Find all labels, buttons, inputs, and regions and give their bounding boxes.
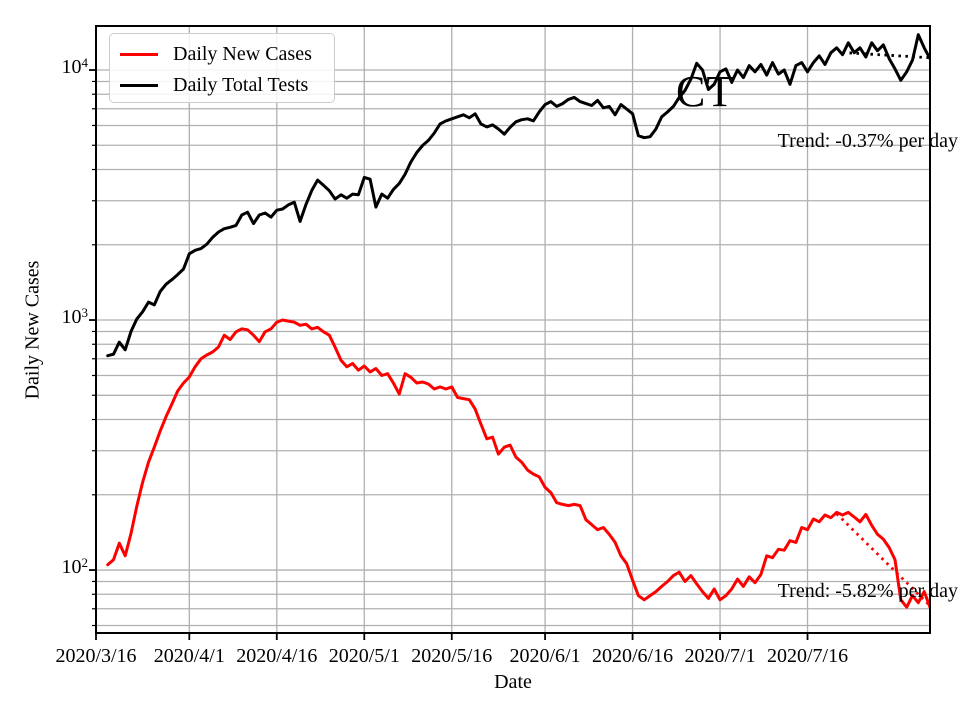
y-tick-label-10e3: 103 [61, 305, 89, 328]
y-axis-label: Daily New Cases [21, 260, 44, 400]
y-tick-base: 10 [61, 556, 82, 578]
trend-annotation-tests: Trend: -0.37% per day [777, 130, 958, 152]
trend-line-daily-total-tests [842, 51, 930, 60]
x-tick-label: 2020/5/16 [411, 645, 493, 667]
y-tick-exponent: 3 [81, 305, 89, 320]
legend-line-sample-red [120, 52, 158, 57]
trend-line-daily-new-cases [835, 512, 930, 607]
y-tick-base: 10 [61, 306, 82, 328]
x-axis-label: Date [494, 671, 532, 693]
x-tick-label: 2020/3/16 [55, 645, 137, 667]
y-tick-label-10e4: 104 [61, 55, 89, 78]
y-tick-label-10e2: 102 [61, 555, 89, 578]
y-tick-exponent: 2 [81, 555, 89, 570]
legend-entry-daily-total-tests: Daily Total Tests [120, 70, 326, 101]
x-tick-label: 2020/4/16 [236, 645, 318, 667]
legend-line-sample-black [120, 83, 158, 88]
legend-label: Daily Total Tests [173, 74, 309, 96]
plot-border [95, 25, 931, 634]
series-line-daily-total-tests [106, 33, 930, 358]
x-tick-label: 2020/7/1 [684, 645, 756, 667]
x-tick-label: 2020/7/16 [766, 645, 849, 667]
data-series [106, 33, 930, 609]
y-tick-exponent: 4 [81, 55, 89, 70]
state-label-annotation: CT [676, 67, 735, 116]
legend-label: Daily New Cases [173, 43, 312, 65]
x-tick-label: 2020/6/16 [591, 645, 674, 667]
trend-dotted-lines [835, 51, 930, 607]
axis-tick-marks [89, 69, 809, 640]
x-tick-label: 2020/4/1 [153, 645, 225, 667]
legend-entry-daily-new-cases: Daily New Cases [120, 39, 326, 70]
x-tick-label: 2020/5/1 [328, 645, 400, 667]
series-line-daily-new-cases [106, 318, 930, 609]
y-tick-base: 10 [61, 56, 82, 78]
gridlines [95, 26, 930, 633]
trend-annotation-cases: Trend: -5.82% per day [777, 580, 958, 602]
x-tick-label: 2020/6/1 [509, 645, 581, 667]
legend: Daily New Cases Daily Total Tests [109, 33, 335, 103]
